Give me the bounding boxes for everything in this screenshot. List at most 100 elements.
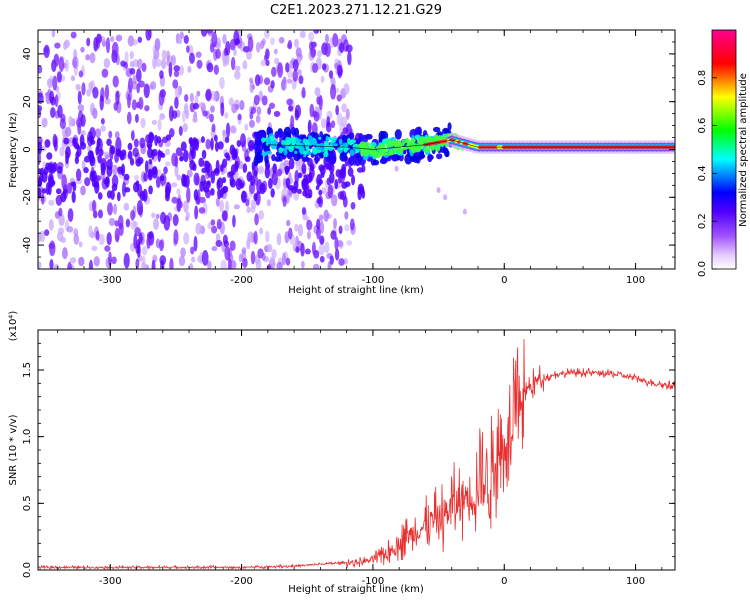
spectrogram-cell (177, 200, 183, 209)
spectrogram-cell (310, 131, 316, 137)
snr-y-tick-label: 1.5 (22, 362, 33, 378)
spectrogram-cell (190, 146, 197, 160)
spectrogram-cell (170, 54, 177, 66)
spectrogram-cell (79, 141, 87, 150)
spectrogram-cell (320, 75, 325, 83)
spectrogram-cell (217, 188, 222, 200)
spectrogram-cell (49, 259, 54, 269)
spectrogram-cell (111, 183, 118, 192)
spectrogram-cell (294, 127, 300, 138)
spectrogram-cell (153, 218, 159, 231)
spectrogram-cell (54, 42, 61, 49)
spectrogram-cell (56, 166, 63, 174)
spectrogram-cell (242, 257, 248, 269)
spectrogram-cell (215, 48, 221, 59)
spectrogram-cell (225, 41, 231, 56)
spectrogram-cell (219, 76, 225, 90)
spectrogram-cell (106, 165, 113, 177)
spectrogram-cell (101, 68, 109, 78)
snr-y-tick-label: 0.0 (22, 562, 33, 578)
spectrogram-cell (80, 46, 85, 53)
snr-x-ticks: -300 -200 -100 0 100 (57, 330, 663, 587)
spectrogram-cell (273, 110, 281, 118)
spectrogram-cell (94, 128, 102, 138)
spectrogram-cell (255, 152, 263, 164)
spectrogram-cell (199, 180, 204, 192)
spectrogram-cell (124, 51, 129, 64)
spectrogram-cell (155, 213, 160, 219)
spectrogram-cell (229, 38, 236, 51)
spectrogram-cell (238, 253, 243, 263)
spectrogram-cell (334, 248, 340, 261)
spectrogram-cell (86, 89, 91, 97)
spectrogram-cell (60, 237, 67, 244)
spectrogram-cell (266, 199, 271, 207)
spectrogram-cell (104, 98, 111, 105)
spectrogram-cell (321, 63, 327, 71)
spectrogram-cell (292, 69, 299, 82)
spectrogram-cell (242, 60, 248, 70)
spectrogram-cell (396, 147, 402, 151)
spectrogram-cell (260, 59, 266, 67)
spectrogram-cell (57, 227, 65, 235)
spectrogram-cell (213, 134, 218, 142)
spectrogram-cell (266, 137, 271, 144)
spectrogram-cell (160, 152, 166, 158)
spectrogram-cell (206, 180, 211, 186)
spectrogram-cell (178, 125, 183, 136)
spectrogram-cell (121, 181, 127, 198)
spectrogram-cell (330, 84, 337, 100)
spectrogram-y-tick-label: 40 (22, 48, 33, 61)
spectrogram-cell (191, 256, 196, 263)
spectrogram-cell (317, 179, 323, 185)
spectrogram-cell (347, 137, 351, 145)
spectrogram-cell (462, 208, 467, 215)
spectrogram-cell (324, 42, 331, 58)
spectrogram-cell (155, 238, 161, 249)
spectrogram-cell (78, 70, 84, 78)
spectrogram-cell (57, 104, 63, 118)
spectrogram-cell (338, 258, 345, 266)
spectrogram-cell (271, 170, 278, 186)
spectrogram-cell (182, 174, 188, 187)
spectrogram-x-tick-label: -200 (230, 275, 253, 286)
colorbar-tick-label: 0.2 (697, 213, 708, 229)
spectrogram-cell (182, 123, 188, 133)
spectrogram-cell (178, 255, 186, 267)
spectrogram-cell (187, 65, 192, 73)
colorbar-tick-label: 0.0 (697, 261, 708, 277)
spectrogram-cell (314, 87, 321, 97)
spectrogram-cell (222, 185, 229, 193)
colorbar-tick-label: 0.6 (697, 118, 708, 134)
spectrogram-cell (397, 142, 405, 147)
spectrogram-cell (192, 102, 200, 110)
spectrogram-cell (306, 147, 310, 153)
spectrogram-cell (43, 44, 50, 59)
spectrogram-cell (211, 245, 218, 252)
spectrogram-cell (108, 130, 113, 139)
spectrogram-cell (247, 139, 255, 150)
spectrogram-cell (434, 145, 441, 152)
spectrogram-cell (90, 231, 95, 239)
spectrogram-cell (220, 102, 225, 117)
spectrogram-cell (201, 149, 207, 159)
spectrogram-cell (143, 172, 148, 182)
spectrogram-cell (38, 168, 42, 174)
spectrogram-cell (306, 219, 313, 231)
spectrogram-cell (78, 105, 85, 113)
spectrogram-cell (328, 70, 334, 79)
spectrogram-cell (143, 83, 150, 99)
spectrogram-cell (215, 159, 220, 173)
spectrogram-cell (264, 30, 270, 39)
spectrogram-x-label: Height of straight line (km) (288, 285, 424, 296)
spectrogram-cell (196, 59, 203, 69)
spectrogram-cell (287, 105, 294, 112)
spectrogram-cell (211, 225, 218, 234)
spectrogram-cell (225, 155, 231, 161)
spectrogram-cell (283, 160, 290, 168)
spectrogram-cell (93, 37, 98, 52)
spectrogram-cell (176, 174, 182, 181)
spectrogram-cell (412, 155, 419, 164)
spectrogram-cell (106, 190, 112, 199)
